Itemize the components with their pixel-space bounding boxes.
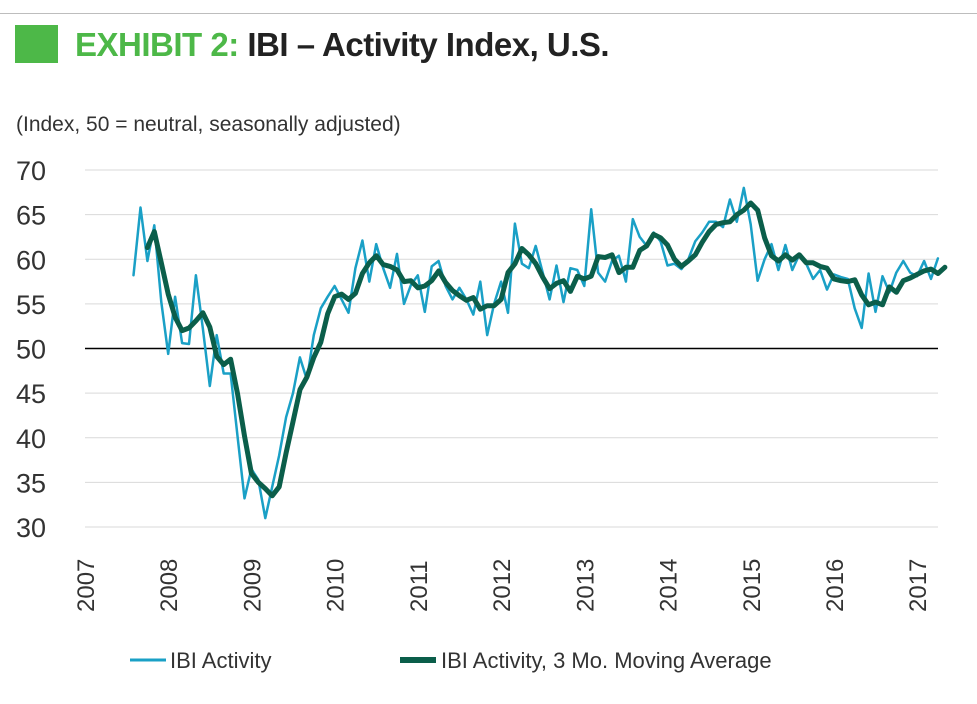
x-tick-label-2011: 2011 bbox=[406, 560, 433, 612]
x-tick-label-2008: 2008 bbox=[156, 559, 183, 612]
title-main: IBI – Activity Index, U.S. bbox=[247, 26, 610, 63]
title-prefix: EXHIBIT 2: bbox=[75, 26, 239, 63]
y-tick-label-50: 50 bbox=[16, 335, 46, 365]
legend: IBI Activity IBI Activity, 3 Mo. Moving … bbox=[130, 648, 772, 673]
y-tick-label-70: 70 bbox=[16, 156, 46, 186]
x-tick-label-2012: 2012 bbox=[489, 559, 516, 612]
ibi-activity-line bbox=[132, 186, 940, 520]
y-tick-label-60: 60 bbox=[16, 245, 46, 275]
y-tick-label-40: 40 bbox=[16, 424, 46, 454]
legend-label-moving-average: IBI Activity, 3 Mo. Moving Average bbox=[441, 648, 772, 673]
x-tick-label-2013: 2013 bbox=[572, 559, 599, 612]
series-lines bbox=[132, 186, 948, 520]
x-axis-tick-labels: 2007 2008 2009 2010 2011 2012 2013 2014 2015 2016… bbox=[73, 559, 932, 612]
legend-label-ibi-activity: IBI Activity bbox=[170, 648, 271, 673]
y-tick-label-30: 30 bbox=[16, 513, 46, 543]
x-tick-label-2007: 2007 bbox=[73, 559, 100, 612]
chart-subtitle: (Index, 50 = neutral, seasonally adjuste… bbox=[16, 113, 401, 136]
x-tick-label-2016: 2016 bbox=[822, 559, 849, 612]
title-accent-block bbox=[15, 25, 58, 63]
x-tick-label-2010: 2010 bbox=[323, 559, 350, 612]
y-tick-label-55: 55 bbox=[16, 290, 46, 320]
top-rule bbox=[0, 13, 977, 14]
x-tick-label-2009: 2009 bbox=[239, 559, 266, 612]
y-axis-tick-labels: 30 35 40 45 50 55 60 65 70 bbox=[16, 156, 46, 543]
x-tick-label-2014: 2014 bbox=[656, 559, 683, 612]
y-tick-label-65: 65 bbox=[16, 201, 46, 231]
y-tick-label-45: 45 bbox=[16, 379, 46, 409]
x-tick-label-2017: 2017 bbox=[905, 559, 932, 612]
moving-average-line bbox=[144, 200, 948, 499]
y-tick-label-35: 35 bbox=[16, 468, 46, 498]
x-tick-label-2015: 2015 bbox=[739, 559, 766, 612]
page-title: EXHIBIT 2: IBI – Activity Index, U.S. bbox=[75, 26, 610, 64]
